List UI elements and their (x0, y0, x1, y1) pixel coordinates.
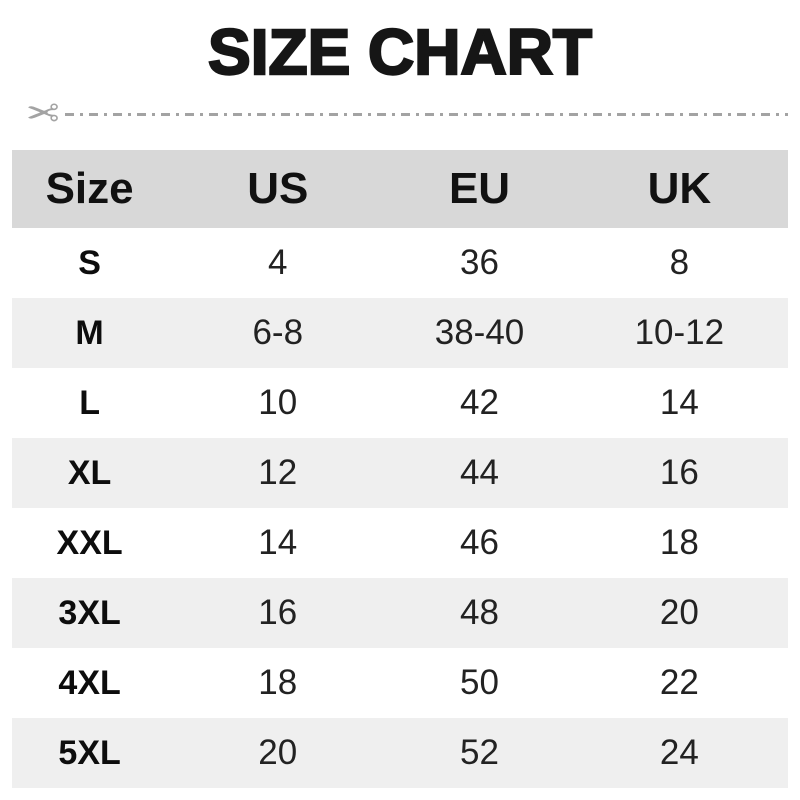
us-cell: 4 (167, 228, 389, 298)
size-cell: XXL (12, 508, 168, 578)
eu-cell: 38-40 (388, 298, 571, 368)
table-row: M 6-8 38-40 10-12 (12, 298, 788, 368)
us-cell: 6-8 (167, 298, 389, 368)
scissors-icon: ✂ (26, 92, 60, 136)
us-cell: 20 (167, 718, 389, 788)
size-cell: L (12, 368, 168, 438)
size-table-body: S 4 36 8 M 6-8 38-40 10-12 L 10 42 14 XL… (12, 228, 788, 788)
eu-cell: 48 (388, 578, 571, 648)
column-header-eu: EU (388, 150, 571, 228)
eu-cell: 52 (388, 718, 571, 788)
eu-cell: 44 (388, 438, 571, 508)
uk-cell: 22 (570, 648, 788, 718)
us-cell: 12 (167, 438, 389, 508)
us-cell: 16 (167, 578, 389, 648)
us-cell: 14 (167, 508, 389, 578)
uk-cell: 24 (570, 718, 788, 788)
column-header-uk: UK (570, 150, 788, 228)
us-cell: 18 (167, 648, 389, 718)
eu-cell: 42 (388, 368, 571, 438)
table-row: L 10 42 14 (12, 368, 788, 438)
table-row: XXL 14 46 18 (12, 508, 788, 578)
table-row: 4XL 18 50 22 (12, 648, 788, 718)
cut-line: ✂ (26, 92, 788, 136)
uk-cell: 10-12 (570, 298, 788, 368)
table-row: 3XL 16 48 20 (12, 578, 788, 648)
uk-cell: 18 (570, 508, 788, 578)
uk-cell: 14 (570, 368, 788, 438)
table-row: XL 12 44 16 (12, 438, 788, 508)
size-cell: M (12, 298, 168, 368)
eu-cell: 46 (388, 508, 571, 578)
page-title: SIZE CHART (207, 16, 593, 88)
cut-dashes-divider (64, 112, 788, 116)
size-table: Size US EU UK S 4 36 8 M 6-8 38-40 10-12… (12, 150, 788, 788)
table-row: S 4 36 8 (12, 228, 788, 298)
header-row: Size US EU UK (12, 150, 788, 228)
size-cell: S (12, 228, 168, 298)
size-table-header: Size US EU UK (12, 150, 788, 228)
size-cell: 4XL (12, 648, 168, 718)
uk-cell: 8 (570, 228, 788, 298)
size-cell: XL (12, 438, 168, 508)
eu-cell: 36 (388, 228, 571, 298)
column-header-size: Size (12, 150, 168, 228)
us-cell: 10 (167, 368, 389, 438)
size-cell: 3XL (12, 578, 168, 648)
eu-cell: 50 (388, 648, 571, 718)
table-row: 5XL 20 52 24 (12, 718, 788, 788)
uk-cell: 16 (570, 438, 788, 508)
uk-cell: 20 (570, 578, 788, 648)
column-header-us: US (167, 150, 389, 228)
size-cell: 5XL (12, 718, 168, 788)
